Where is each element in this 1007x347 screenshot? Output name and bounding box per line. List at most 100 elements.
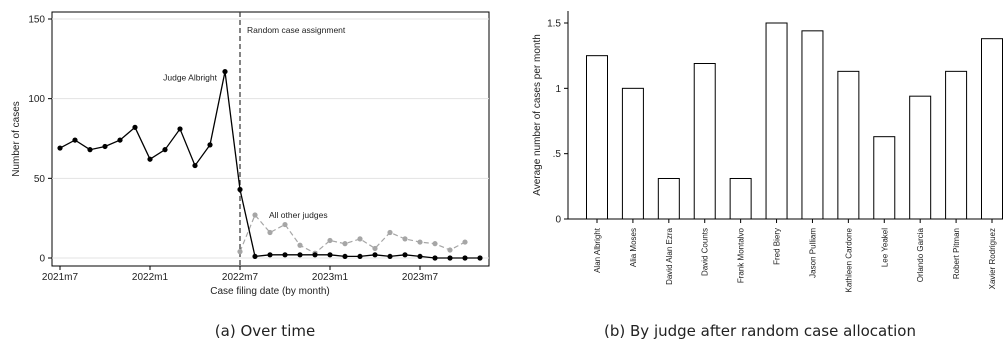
data-point: [357, 236, 363, 242]
annotation-all-other-judges: All other judges: [269, 210, 328, 220]
x-tick-label: Fred Biery: [773, 228, 782, 265]
bar: [765, 22, 788, 220]
x-tick-label: Alia Moses: [629, 228, 638, 267]
x-tick-label: Alan Albright: [593, 227, 602, 273]
data-point: [417, 253, 423, 260]
data-point: [387, 229, 393, 236]
caption-a: (a) Over time: [215, 322, 315, 340]
data-point: [177, 126, 183, 132]
x-tick-label: Orlando Garcia: [916, 227, 925, 282]
bar: [621, 87, 644, 220]
data-point: [297, 242, 303, 248]
data-point: [57, 145, 63, 151]
x-tick-label: Robert Pitman: [952, 228, 961, 279]
data-point: [72, 137, 78, 143]
x-tick-label: 2022m7: [222, 272, 259, 283]
panel-b-by-judge: 0 .5 1 1.5 Alan Albright Alia Moses David Ala…: [532, 11, 1003, 340]
y-tick-label: 0: [555, 215, 561, 226]
data-point: [192, 162, 198, 169]
data-point: [102, 143, 108, 150]
series-line: [239, 213, 466, 254]
data-point: [312, 252, 318, 258]
bars: [586, 22, 1003, 220]
data-point: [447, 247, 453, 253]
data-point: [372, 252, 378, 258]
data-point: [432, 255, 438, 261]
data-point: [147, 156, 153, 162]
data-point: [87, 147, 93, 153]
data-point: [372, 245, 378, 252]
data-point: [282, 252, 288, 258]
x-tick-label: 2021m7: [42, 272, 79, 283]
series-lines: [57, 68, 483, 261]
y-tick-label: 50: [34, 174, 46, 185]
x-axis-ticks: Alan Albright Alia Moses David Alan Ezra Da…: [593, 219, 997, 293]
x-tick-label: Jason Pulliam: [808, 228, 817, 278]
y-tick-label: 1.5: [547, 19, 561, 30]
x-tick-label: 2023m7: [402, 272, 439, 283]
data-point: [267, 252, 273, 258]
data-point: [417, 239, 423, 245]
data-point: [237, 186, 243, 193]
series-judge-albright: [57, 68, 483, 261]
bar: [945, 70, 968, 220]
x-axis-label: Case filing date (by month): [210, 286, 330, 297]
bar: [909, 95, 932, 220]
bar: [693, 63, 716, 220]
data-point: [252, 253, 258, 260]
y-axis-ticks: 0 50 100 150: [28, 15, 52, 265]
data-point: [207, 142, 213, 148]
data-point: [402, 236, 408, 242]
x-tick-label: Frank Montalvo: [737, 227, 746, 283]
data-point: [327, 237, 333, 244]
y-axis-label: Number of cases: [11, 101, 22, 177]
bar: [981, 38, 1003, 220]
y-tick-label: 100: [28, 94, 45, 105]
x-tick-label: 2023m1: [312, 272, 349, 283]
bar: [801, 30, 824, 220]
data-point: [342, 241, 348, 247]
annotation-judge-albright: Judge Albright: [163, 73, 218, 83]
bar: [873, 136, 896, 220]
x-tick-label: Xavier Rodriguez: [988, 228, 997, 289]
panel-a-over-time: 0 50 100 150 2021m7 2022m1 2022m7 2023m1 2023m7…: [11, 11, 490, 340]
data-point: [267, 229, 273, 236]
y-axis-label: Average number of cases per month: [532, 34, 543, 196]
data-point: [477, 255, 483, 261]
series-all-other-judges: [237, 212, 468, 256]
data-point: [222, 68, 228, 75]
y-axis-ticks: 0 .5 1 1.5: [547, 19, 568, 226]
x-tick-label: David Alan Ezra: [665, 227, 674, 284]
data-point: [132, 124, 138, 130]
data-point: [327, 252, 333, 258]
data-point: [462, 239, 468, 245]
x-tick-label: 2022m1: [132, 272, 169, 283]
bar: [586, 55, 608, 220]
data-point: [117, 137, 123, 143]
data-point: [252, 212, 258, 218]
data-point: [237, 249, 243, 255]
data-point: [387, 253, 393, 260]
x-axis-ticks: 2021m7 2022m1 2022m7 2023m1 2023m7: [42, 266, 439, 283]
random-assignment-label: Random case assignment: [247, 25, 346, 35]
data-point: [342, 253, 348, 260]
y-tick-label: 1: [555, 84, 561, 95]
x-tick-label: Kathleen Cardone: [844, 227, 853, 292]
y-tick-label: 0: [39, 254, 45, 265]
y-tick-label: .5: [553, 149, 562, 160]
plot-area: [51, 11, 490, 267]
bar: [837, 70, 860, 220]
data-point: [432, 241, 438, 247]
data-point: [162, 147, 168, 153]
bar: [729, 177, 752, 220]
data-point: [282, 221, 288, 228]
data-point: [357, 253, 363, 260]
data-point: [447, 255, 453, 261]
data-point: [297, 252, 303, 258]
gridlines: [52, 18, 489, 259]
caption-b: (b) By judge after random case allocatio…: [604, 322, 916, 340]
data-point: [462, 255, 468, 261]
y-tick-label: 150: [28, 15, 45, 26]
x-tick-label: Lee Yeakel: [880, 228, 889, 267]
